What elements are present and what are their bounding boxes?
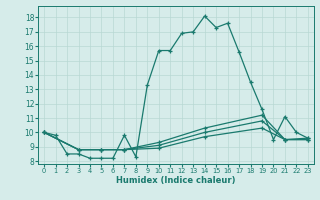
X-axis label: Humidex (Indice chaleur): Humidex (Indice chaleur) xyxy=(116,176,236,185)
